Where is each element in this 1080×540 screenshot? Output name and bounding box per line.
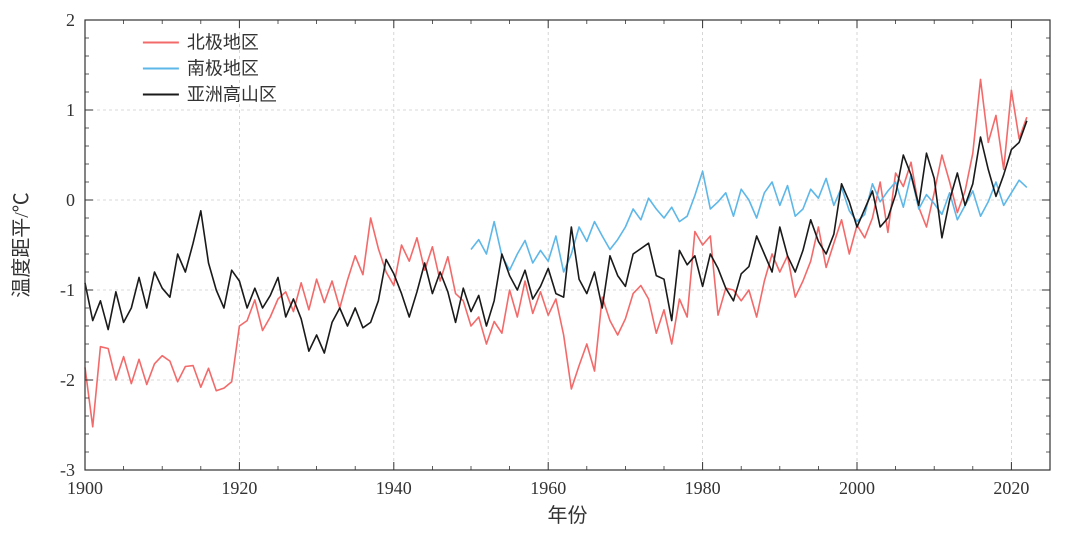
legend: 北极地区南极地区亚洲高山区: [143, 33, 277, 105]
xtick-label: 1900: [67, 478, 103, 498]
y-axis-label: 温度距平/℃: [10, 192, 33, 298]
xtick-label: 1920: [221, 478, 257, 498]
x-axis-label: 年份: [548, 504, 588, 527]
xtick-label: 1940: [376, 478, 412, 498]
chart-container: 1900 1920 1940 1960 1980 2000 2020 -3 -2 -1 0 1 2 年份 温…: [0, 0, 1080, 540]
ytick-label: 2: [66, 10, 75, 30]
ytick-label: -3: [60, 460, 75, 480]
ytick-label: -1: [60, 280, 75, 300]
ytick-label: 0: [66, 190, 75, 210]
legend-label: 北极地区: [187, 33, 259, 53]
xtick-label: 1980: [685, 478, 721, 498]
legend-label: 亚洲高山区: [187, 85, 277, 105]
ytick-label: -2: [60, 370, 75, 390]
line-chart: 1900 1920 1940 1960 1980 2000 2020 -3 -2 -1 0 1 2 年份 温…: [0, 0, 1080, 540]
xtick-label: 2000: [839, 478, 875, 498]
ytick-label: 1: [66, 100, 75, 120]
xtick-label: 2020: [993, 478, 1029, 498]
legend-label: 南极地区: [187, 59, 259, 79]
xtick-label: 1960: [530, 478, 566, 498]
